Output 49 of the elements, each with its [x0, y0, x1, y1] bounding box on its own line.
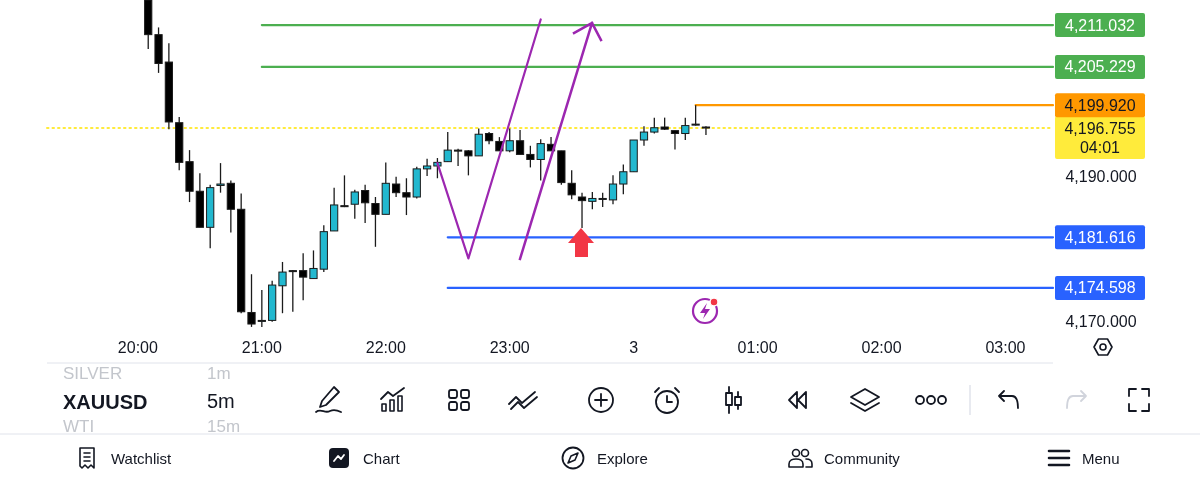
- text: Menu: [1082, 449, 1120, 467]
- candlestick: [422, 158, 432, 177]
- candlestick: [608, 174, 618, 205]
- data-label: 4,174.598: [1064, 279, 1136, 297]
- x-tick-label: 02:00: [861, 338, 902, 356]
- candlestick: [515, 129, 525, 156]
- candlestick: [670, 129, 680, 151]
- candlestick: [701, 125, 711, 136]
- text: XAUUSD: [63, 391, 148, 413]
- text: 15m: [207, 416, 241, 436]
- candlestick: [577, 192, 587, 229]
- x-tick-label: 22:00: [365, 338, 406, 356]
- candlestick: [257, 289, 266, 328]
- candlestick: [278, 261, 287, 314]
- text: Explore: [597, 449, 648, 467]
- candlestick: [639, 125, 649, 147]
- x-tick-label: 01:00: [737, 338, 778, 356]
- y-tick-label: 4,170.000: [1065, 312, 1137, 330]
- y-tick-label: 4,190.000: [1065, 168, 1137, 186]
- text: Chart: [363, 449, 401, 467]
- candlestick: [309, 249, 318, 280]
- x-tick-label: 21:00: [241, 338, 282, 356]
- candlestick: [288, 269, 297, 313]
- data-label: 4,199.920: [1064, 96, 1136, 114]
- text: 5m: [207, 390, 235, 412]
- candlestick: [247, 273, 256, 328]
- text: WTI: [63, 416, 95, 436]
- text: SILVER: [63, 363, 123, 383]
- candlestick: [453, 148, 463, 167]
- candlestick: [391, 176, 401, 198]
- x-tick-label: 23:00: [489, 338, 530, 356]
- x-tick-label: 20:00: [117, 338, 159, 356]
- candlestick: [340, 174, 349, 208]
- ref-line-label: 4,196.755 04:01: [1064, 119, 1136, 156]
- data-label: 4,211.032: [1065, 16, 1136, 34]
- data-label: 4,181.616: [1064, 228, 1136, 246]
- data-label: 4,205.229: [1064, 58, 1136, 76]
- candlestick: [567, 169, 576, 200]
- x-tick-label: 03:00: [985, 338, 1026, 356]
- x-tick-label: 3: [629, 338, 639, 356]
- text: Watchlist: [111, 449, 173, 467]
- candlestick: [299, 252, 308, 301]
- candlestick: [371, 196, 380, 248]
- candlestick: [350, 189, 359, 220]
- text: Community: [824, 449, 901, 467]
- candlestick: [443, 131, 452, 163]
- text: 1m: [207, 363, 231, 383]
- candlestick: [216, 162, 225, 194]
- candlestick: [361, 184, 370, 224]
